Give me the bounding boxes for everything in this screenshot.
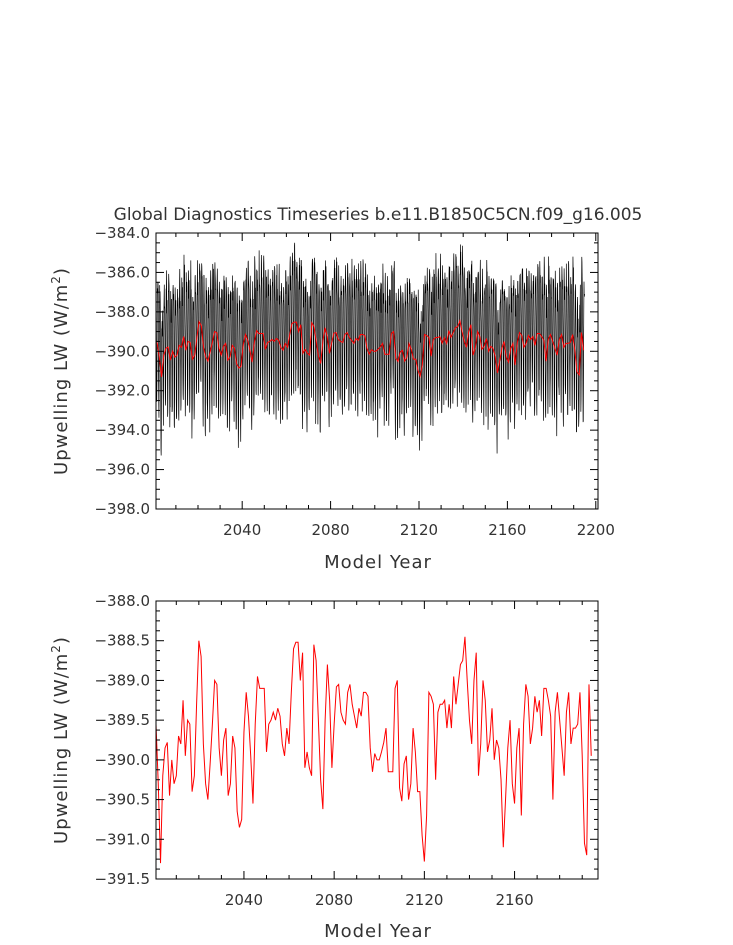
- y-tick-label: −388.5: [94, 632, 150, 650]
- y-tick-label: −390.5: [94, 791, 150, 809]
- top-series-group: [155, 242, 585, 456]
- x-tick-label: 2040: [225, 891, 263, 909]
- top-ticks-group: 2040 2080 2120 2160 2200 −384.0 −386.0 −388.0 −3…: [94, 224, 614, 539]
- y-tick-label: −391.0: [94, 830, 150, 848]
- y-tick-label: −398.0: [94, 500, 150, 518]
- bottom-y-axis-label: Upwelling LW (W/m2): [49, 636, 72, 844]
- x-tick-label: 2160: [495, 891, 533, 909]
- bottom-y-axis-label-main: Upwelling LW (W/m: [51, 653, 72, 844]
- x-tick-label: 2160: [488, 521, 526, 539]
- bottom-y-axis-label-sup: 2: [49, 644, 63, 653]
- top-plot-frame: [155, 232, 599, 510]
- x-tick-label: 2080: [311, 521, 349, 539]
- top-y-axis-label-main: Upwelling LW (W/m: [51, 284, 72, 475]
- y-tick-label: −390.0: [94, 751, 150, 769]
- y-tick-label: −391.5: [94, 870, 150, 888]
- y-tick-label: −388.0: [94, 592, 150, 610]
- bottom-panel: 2040 2080 2120 2160 −388.0 −388.5 −389.0 −389.5…: [49, 592, 599, 942]
- y-tick-label: −384.0: [94, 224, 150, 242]
- x-tick-label: 2040: [223, 521, 261, 539]
- chart-title: Global Diagnostics Timeseries b.e11.B185…: [114, 205, 643, 225]
- bottom-x-axis-label: Model Year: [324, 921, 432, 942]
- y-tick-label: −390.0: [94, 342, 150, 360]
- y-tick-label: −392.0: [94, 382, 150, 400]
- top-y-axis-label-close: ): [51, 267, 72, 275]
- y-tick-label: −394.0: [94, 421, 150, 439]
- monthly-series-line: [155, 242, 585, 456]
- top-y-axis-label-sup: 2: [49, 275, 63, 284]
- x-tick-label: 2200: [577, 521, 615, 539]
- top-x-axis-label: Model Year: [324, 552, 432, 573]
- y-tick-label: −389.0: [94, 671, 150, 689]
- x-tick-label: 2080: [315, 891, 353, 909]
- y-tick-label: −388.0: [94, 303, 150, 321]
- annual-mean-series-line: [156, 318, 585, 379]
- bottom-plot-frame: [155, 600, 599, 880]
- top-y-axis-label: Upwelling LW (W/m2): [49, 267, 72, 475]
- annual-series-line: [155, 636, 592, 864]
- bottom-ticks-group: 2040 2080 2120 2160 −388.0 −388.5 −389.0 −389.5…: [94, 592, 598, 909]
- top-panel: Global Diagnostics Timeseries b.e11.B185…: [49, 205, 642, 573]
- bottom-y-axis-label-close: ): [51, 636, 72, 644]
- bottom-series-group: [155, 636, 592, 864]
- y-tick-label: −386.0: [94, 263, 150, 281]
- x-tick-label: 2120: [400, 521, 438, 539]
- x-tick-label: 2120: [405, 891, 443, 909]
- y-tick-label: −389.5: [94, 711, 150, 729]
- y-tick-label: −396.0: [94, 461, 150, 479]
